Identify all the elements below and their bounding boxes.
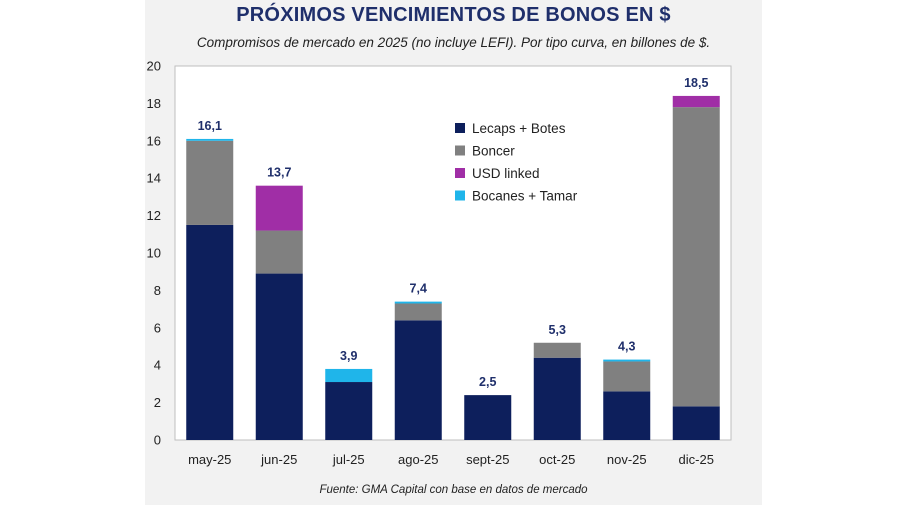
- legend-label: Bocanes + Tamar: [472, 189, 578, 204]
- bars-group: [186, 95, 720, 440]
- bar-segment-boncer-may-25: [186, 140, 234, 225]
- bar-segment-bocanes-tamar-may-25: [186, 138, 234, 141]
- x-tick-label: nov-25: [607, 452, 647, 467]
- bar-segment-lecaps-botes-nov-25: [603, 391, 651, 440]
- y-tick-label: 20: [147, 59, 161, 74]
- bar-segment-bocanes-tamar-jul-25: [325, 368, 373, 383]
- total-label: 2,5: [479, 375, 496, 389]
- bar-segment-lecaps-botes-sept-25: [464, 395, 512, 440]
- y-tick-label: 6: [154, 320, 161, 335]
- chart-subtitle: Compromisos de mercado en 2025 (no inclu…: [196, 35, 711, 50]
- y-tick-label: 2: [154, 395, 161, 410]
- total-label: 16,1: [198, 119, 222, 133]
- x-tick-label: oct-25: [539, 452, 575, 467]
- x-tick-label: dic-25: [679, 452, 714, 467]
- legend-swatch: [455, 168, 465, 178]
- bar-segment-lecaps-botes-dic-25: [672, 406, 720, 440]
- bar-segment-lecaps-botes-jul-25: [325, 382, 373, 440]
- bar-segment-boncer-ago-25: [394, 303, 442, 321]
- legend: Lecaps + Botes Boncer USD linked Bocanes + …: [455, 121, 578, 204]
- y-tick-label: 16: [147, 133, 161, 148]
- bar-segment-usd-linked-dic-25: [672, 95, 720, 108]
- legend-label: Boncer: [472, 144, 515, 159]
- x-tick-label: may-25: [188, 452, 231, 467]
- legend-swatch: [455, 190, 465, 201]
- bar-segment-lecaps-botes-ago-25: [394, 320, 442, 440]
- bar-segment-boncer-jun-25: [255, 230, 303, 274]
- x-tick-label: jul-25: [332, 452, 365, 467]
- y-tick-label: 12: [147, 208, 161, 223]
- bar-segment-lecaps-botes-oct-25: [533, 357, 581, 440]
- source-note: Fuente: GMA Capital con base en datos de…: [319, 484, 588, 496]
- x-tick-label: jun-25: [260, 452, 297, 467]
- total-label: 13,7: [267, 166, 291, 180]
- bar-segment-boncer-oct-25: [533, 342, 581, 358]
- x-axis: may-25 jun-25 jul-25 ago-25 sept-25 oct-25 nov…: [188, 452, 714, 467]
- total-label: 3,9: [340, 349, 357, 363]
- bar-segment-usd-linked-jun-25: [255, 185, 303, 231]
- y-tick-label: 14: [147, 171, 161, 186]
- x-tick-label: sept-25: [466, 452, 509, 467]
- y-tick-label: 0: [154, 433, 161, 448]
- x-tick-label: ago-25: [398, 452, 438, 467]
- y-axis: 0 2 4 6 8 10 12 14 16 18 20: [147, 59, 161, 448]
- legend-label: USD linked: [472, 166, 540, 181]
- y-tick-label: 10: [147, 246, 161, 261]
- y-tick-label: 4: [154, 358, 161, 373]
- chart-title: PRÓXIMOS VENCIMIENTOS DE BONOS EN $: [236, 4, 671, 26]
- bar-segment-boncer-dic-25: [672, 107, 720, 407]
- bar-segment-bocanes-tamar-nov-25: [603, 359, 651, 362]
- legend-swatch: [455, 145, 465, 156]
- legend-label: Lecaps + Botes: [472, 121, 566, 136]
- total-label: 7,4: [410, 282, 427, 296]
- total-label: 4,3: [618, 340, 635, 354]
- bar-segment-bocanes-tamar-ago-25: [394, 301, 442, 304]
- bar-segment-boncer-nov-25: [603, 361, 651, 392]
- total-label: 18,5: [684, 76, 708, 90]
- data-labels: 16,1 13,7 3,9 7,4 2,5 5,3 4,3 18,5: [198, 76, 709, 389]
- bar-segment-lecaps-botes-jun-25: [255, 273, 303, 440]
- y-tick-label: 8: [154, 283, 161, 298]
- y-tick-label: 18: [147, 96, 161, 111]
- legend-swatch: [455, 123, 465, 133]
- total-label: 5,3: [549, 323, 566, 337]
- bar-segment-lecaps-botes-may-25: [186, 224, 234, 440]
